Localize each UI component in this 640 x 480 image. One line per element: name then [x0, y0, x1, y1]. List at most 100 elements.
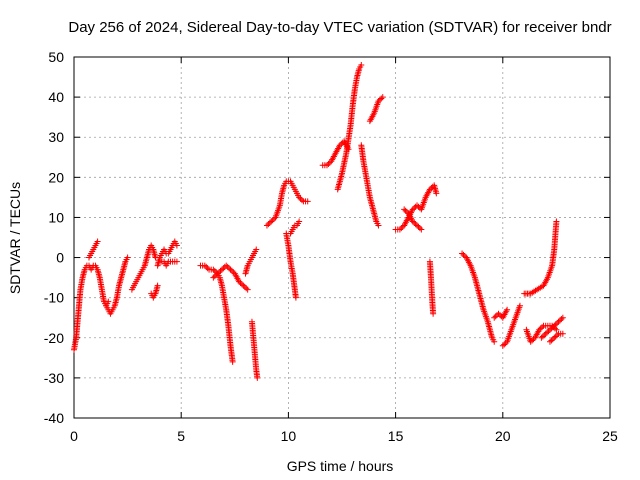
series-arc-15	[319, 138, 352, 169]
series-arc-11	[248, 318, 261, 381]
data-point	[555, 318, 562, 325]
data-point	[217, 267, 224, 274]
data-point	[213, 271, 220, 278]
x-tick-label: 15	[388, 428, 404, 444]
series-arc-18	[366, 94, 386, 125]
data-point	[216, 269, 223, 276]
data-point	[542, 330, 549, 337]
data-point	[376, 96, 383, 103]
data-point	[553, 326, 560, 333]
y-tick-label: 0	[56, 250, 64, 266]
data-point	[546, 326, 553, 333]
series-arc-12	[263, 178, 311, 229]
series-arc-17	[358, 142, 382, 229]
data-point	[94, 238, 101, 245]
data-point	[504, 306, 511, 313]
data-point	[414, 222, 421, 229]
series-arc-5	[148, 282, 161, 301]
data-point	[529, 337, 536, 344]
data-point	[492, 313, 499, 320]
data-point	[265, 221, 272, 228]
data-point	[549, 324, 556, 331]
data-point	[269, 217, 276, 224]
series-arc-13	[283, 230, 299, 301]
data-point	[418, 226, 425, 233]
data-point	[401, 206, 408, 213]
series-arc-3	[103, 254, 131, 317]
data-point	[210, 266, 217, 273]
data-point	[553, 218, 560, 225]
y-tick-label: 50	[48, 49, 64, 65]
y-tick-label: -20	[44, 330, 64, 346]
data-point	[237, 279, 244, 286]
series-arc-6	[154, 238, 180, 269]
data-point	[296, 218, 303, 225]
data-point	[556, 317, 563, 324]
data-point	[545, 328, 552, 335]
data-point	[304, 198, 311, 205]
data-point	[378, 95, 385, 102]
data-point	[539, 333, 546, 340]
data-point	[541, 332, 548, 339]
data-point	[537, 325, 544, 332]
data-point	[266, 219, 273, 226]
data-point	[430, 310, 437, 317]
data-point	[549, 336, 556, 343]
series-arc-24	[499, 302, 523, 349]
data-marks	[71, 62, 566, 381]
data-point	[124, 254, 131, 261]
series-arc-1	[71, 262, 112, 353]
data-point	[396, 226, 403, 233]
data-point	[398, 225, 405, 232]
y-tick-label: 30	[48, 129, 64, 145]
data-point	[203, 263, 210, 270]
data-point	[428, 185, 435, 192]
data-point	[229, 358, 236, 365]
data-point	[552, 321, 559, 328]
data-point	[495, 310, 502, 317]
data-point	[491, 338, 498, 345]
data-point	[499, 342, 506, 349]
data-point	[546, 338, 553, 345]
data-point	[211, 267, 218, 274]
data-point	[292, 294, 299, 301]
series-arc-2	[86, 238, 101, 261]
data-point	[238, 281, 245, 288]
data-point	[220, 265, 227, 272]
series-arc-8	[197, 262, 236, 365]
data-point	[409, 218, 416, 225]
data-point	[218, 266, 225, 273]
series-arc-10	[242, 246, 260, 277]
data-point	[459, 250, 466, 257]
series-arc-16	[334, 62, 365, 193]
x-axis-label: GPS time / hours	[287, 458, 394, 474]
data-point	[323, 162, 330, 169]
data-point	[325, 160, 332, 167]
chart-title: Day 256 of 2024, Sidereal Day-to-day VTE…	[68, 19, 611, 36]
series-arc-14	[287, 218, 303, 237]
series-arc-4	[128, 242, 159, 293]
data-point	[415, 203, 422, 210]
data-point	[243, 285, 250, 292]
data-point	[411, 205, 418, 212]
series-arc-25	[521, 218, 560, 297]
data-point	[223, 262, 230, 269]
y-tick-label: 40	[48, 89, 64, 105]
data-point	[338, 140, 345, 147]
data-point	[105, 298, 112, 305]
series-arc-23	[491, 306, 511, 321]
y-axis-label: SDTVAR / TECUs	[7, 182, 23, 294]
data-point	[211, 273, 218, 280]
data-point	[298, 197, 305, 204]
data-point	[539, 324, 546, 331]
data-point	[460, 251, 467, 258]
data-point	[416, 225, 423, 232]
data-point	[551, 334, 558, 341]
data-point	[552, 333, 559, 340]
data-point	[214, 270, 221, 277]
data-point	[548, 325, 555, 332]
data-point	[204, 265, 211, 272]
data-point	[336, 142, 343, 149]
